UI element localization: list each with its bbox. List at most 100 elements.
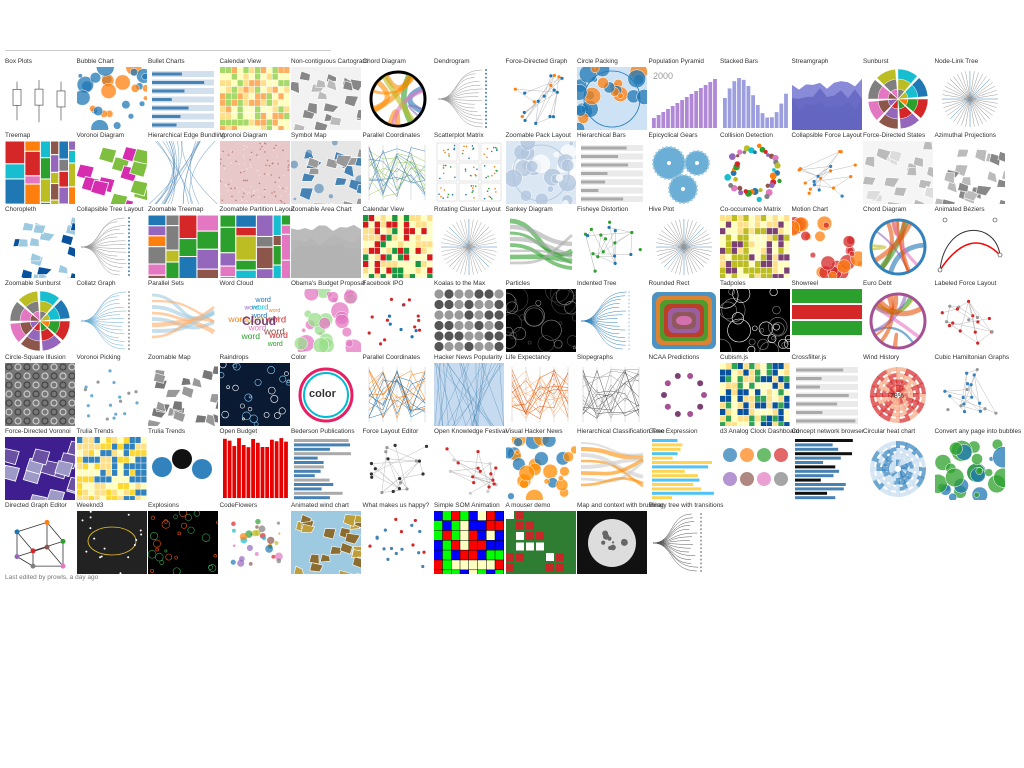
gallery-tile[interactable]: Cubic Hamiltonian Graphs: [934, 354, 1010, 428]
tile-label[interactable]: Explosions: [148, 502, 179, 509]
tile-thumbnail[interactable]: [934, 363, 1005, 426]
tile-label[interactable]: Color: [291, 354, 307, 361]
gallery-tile[interactable]: Simple SOM Animation: [434, 502, 506, 576]
tile-label[interactable]: Directed Graph Editor: [5, 502, 67, 509]
tile-label[interactable]: Map and context with brushing: [577, 502, 664, 509]
tile-label[interactable]: Hierarchical Classification Tree: [577, 428, 665, 435]
tile-thumbnail[interactable]: [934, 437, 1005, 500]
tile-thumbnail[interactable]: [577, 141, 647, 204]
tile-thumbnail[interactable]: [362, 437, 433, 500]
tile-label[interactable]: Convert any page into bubbles: [934, 428, 1022, 435]
tile-thumbnail[interactable]: [577, 289, 647, 352]
gallery-tile[interactable]: Slopegraphs: [577, 354, 649, 428]
tile-thumbnail[interactable]: [148, 363, 218, 426]
tile-thumbnail[interactable]: [863, 215, 933, 278]
tile-thumbnail[interactable]: [648, 215, 719, 278]
gallery-tile[interactable]: Voronoi Picking: [76, 354, 149, 428]
gallery-tile[interactable]: Chord Diagram: [863, 206, 935, 280]
tile-label[interactable]: Wind History: [863, 354, 900, 361]
tile-thumbnail[interactable]: [76, 289, 147, 352]
tile-label[interactable]: Zoomable Map: [148, 354, 191, 361]
gallery-tile[interactable]: Euro Debt: [863, 280, 935, 354]
gallery-tile[interactable]: Bullet Charts: [148, 58, 220, 132]
gallery-tile[interactable]: Hive Plot: [648, 206, 721, 280]
tile-label[interactable]: Voronoi Diagram: [219, 132, 268, 139]
gallery-tile[interactable]: Trulia Trends: [76, 428, 149, 502]
tile-label[interactable]: Parallel Sets: [148, 280, 184, 287]
gallery-tile[interactable]: What makes us happy?: [362, 502, 435, 576]
tile-label[interactable]: Labeled Force Layout: [934, 280, 997, 287]
tile-label[interactable]: Slopegraphs: [577, 354, 613, 361]
tile-label[interactable]: Motion Chart: [791, 206, 829, 213]
gallery-tile[interactable]: NCAA Predictions: [648, 354, 721, 428]
gallery-tile[interactable]: Obama's Budget Proposal: [291, 280, 365, 354]
tile-thumbnail[interactable]: [148, 511, 218, 574]
gallery-tile[interactable]: d3 Analog Clock Dashboard: [720, 428, 799, 502]
tile-label[interactable]: Rotating Cluster Layout: [434, 206, 501, 213]
tile-label[interactable]: Binary tree with transitions: [648, 502, 724, 509]
tile-label[interactable]: Indented Tree: [577, 280, 617, 287]
gallery-tile[interactable]: Raindrops: [219, 354, 292, 428]
tile-label[interactable]: Hive Plot: [648, 206, 675, 213]
gallery-tile[interactable]: Zoomable Map: [148, 354, 220, 428]
tile-label[interactable]: Rounded Rect: [648, 280, 690, 287]
gallery-tile[interactable]: Open Budget: [219, 428, 292, 502]
gallery-tile[interactable]: Force-Directed States: [863, 132, 935, 206]
tile-label[interactable]: Raindrops: [219, 354, 249, 361]
tile-thumbnail[interactable]: [5, 215, 75, 278]
tile-label[interactable]: Streamgraph: [791, 58, 829, 65]
gallery-tile[interactable]: Calendar View: [219, 58, 292, 132]
tile-label[interactable]: Zoomable Area Chart: [291, 206, 352, 213]
tile-label[interactable]: Open Knowledge Festival: [434, 428, 507, 435]
tile-thumbnail[interactable]: [791, 67, 862, 130]
tile-thumbnail[interactable]: [291, 289, 361, 352]
tile-thumbnail[interactable]: [648, 437, 719, 500]
gallery-tile[interactable]: Map and context with brushing: [577, 502, 664, 576]
gallery-tile[interactable]: Hierarchical Edge Bundling: [148, 132, 225, 206]
gallery-tile[interactable]: Symbol Map: [291, 132, 363, 206]
tile-thumbnail[interactable]: [791, 141, 862, 204]
gallery-tile[interactable]: Open Knowledge Festival: [434, 428, 507, 502]
gallery-tile[interactable]: Hierarchical Bars: [577, 132, 649, 206]
tile-thumbnail[interactable]: [577, 437, 647, 500]
tile-label[interactable]: Word Cloud: [219, 280, 254, 287]
tile-thumbnail[interactable]: [434, 67, 504, 130]
tile-label[interactable]: Non-contiguous Cartogram: [291, 58, 368, 65]
tile-label[interactable]: Cubic Hamiltonian Graphs: [934, 354, 1010, 361]
tile-label[interactable]: Facebook IPO: [362, 280, 404, 287]
gallery-tile[interactable]: Word Cloud word word word word word word word wo…: [219, 280, 292, 354]
tile-thumbnail[interactable]: [5, 289, 75, 352]
tile-thumbnail[interactable]: [5, 511, 75, 574]
tile-thumbnail[interactable]: [148, 141, 218, 204]
tile-label[interactable]: Trulia Trends: [76, 428, 114, 435]
tile-label[interactable]: Animated Béziers: [934, 206, 985, 213]
tile-thumbnail[interactable]: [648, 511, 719, 574]
tile-thumbnail[interactable]: [934, 67, 1005, 130]
gallery-tile[interactable]: Binary tree with transitions: [648, 502, 724, 576]
gallery-tile[interactable]: Animated Béziers: [934, 206, 1007, 280]
gallery-tile[interactable]: Collision Detection: [720, 132, 792, 206]
tile-thumbnail[interactable]: [577, 363, 647, 426]
tile-thumbnail[interactable]: [219, 141, 290, 204]
gallery-tile[interactable]: Box Plots: [5, 58, 77, 132]
gallery-tile[interactable]: Directed Graph Editor: [5, 502, 77, 576]
tile-thumbnail[interactable]: [5, 437, 75, 500]
tile-label[interactable]: Force-Directed Graph: [505, 58, 568, 65]
tile-label[interactable]: Calendar View: [219, 58, 261, 65]
tile-thumbnail[interactable]: [434, 215, 504, 278]
tile-label[interactable]: CodeFlowers: [219, 502, 258, 509]
tile-label[interactable]: Force-Directed Voronoi: [5, 428, 71, 435]
gallery-tile[interactable]: Zoomable Treemap: [148, 206, 220, 280]
gallery-tile[interactable]: Hierarchical Classification Tree: [577, 428, 665, 502]
gallery-tile[interactable]: Bubble Chart: [76, 58, 149, 132]
gallery-tile[interactable]: Convert any page into bubbles: [934, 428, 1022, 502]
tile-thumbnail[interactable]: [434, 289, 504, 352]
tile-thumbnail[interactable]: [863, 289, 933, 352]
tile-label[interactable]: Cubism.js: [720, 354, 749, 361]
gallery-tile[interactable]: Color color: [291, 354, 363, 428]
tile-label[interactable]: Symbol Map: [291, 132, 327, 139]
tile-label[interactable]: Simple SOM Animation: [434, 502, 500, 509]
tile-thumbnail[interactable]: [148, 67, 218, 130]
tile-label[interactable]: Sankey Diagram: [505, 206, 553, 213]
gallery-tile[interactable]: Showreel: [791, 280, 864, 354]
